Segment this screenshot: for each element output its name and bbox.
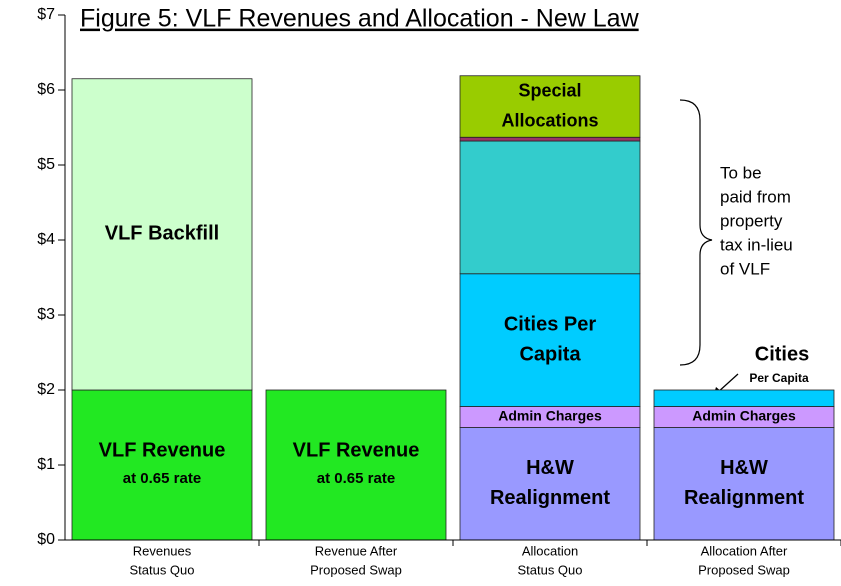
chart-title: Figure 5: VLF Revenues and Allocation - … [80,5,640,33]
y-tick-label: $7 [37,6,55,23]
annotation: property [720,211,783,230]
segment-label: Realignment [684,487,804,509]
brace [679,99,713,366]
x-tick-label: Status Quo [517,562,582,577]
segment-label: at 0.65 rate [123,470,201,487]
y-tick-label: $0 [37,531,55,548]
x-tick-label: Allocation [522,543,578,558]
x-tick-label: Status Quo [129,562,194,577]
y-tick-label: $3 [37,306,55,323]
bar-segment [653,389,835,407]
annotation: Per Capita [749,371,809,385]
segment-label: Special [518,80,581,100]
segment-label: Cities Per [504,313,596,335]
y-tick-label: $1 [37,456,55,473]
y-tick-label: $2 [37,381,55,398]
segment-label: Admin Charges [498,408,602,424]
segment-label: Allocations [501,110,598,130]
annotation: tax in-lieu [720,235,793,254]
annotation: To be [720,163,762,182]
x-tick-label: Proposed Swap [698,562,790,577]
segment-label: VLF Revenue [293,439,420,461]
segment-label: H&W [720,457,768,479]
bar-segment [71,78,253,391]
segment-label: Capita [519,343,581,365]
y-tick-label: $4 [37,231,55,248]
bar-segment [459,273,641,407]
segment-label: VLF Backfill [105,223,219,245]
bar-segment [459,427,641,541]
segment-label: VLF Revenue [99,439,226,461]
annotation: paid from [720,187,791,206]
x-tick-label: Revenue After [315,543,398,558]
bar-segment [459,75,641,138]
segment-label: H&W [526,457,574,479]
y-tick-label: $5 [37,156,55,173]
segment-label: Admin Charges [692,408,796,424]
x-tick-label: Allocation After [701,543,788,558]
bar-segment [71,389,253,541]
y-tick-label: $6 [37,81,55,98]
bar-segment [459,136,641,142]
x-tick-label: Revenues [133,543,192,558]
segment-label: at 0.65 rate [317,470,395,487]
bar-segment [653,427,835,541]
annotation: of VLF [720,259,770,278]
bar-segment [265,389,447,541]
x-tick-label: Proposed Swap [310,562,402,577]
segment-label: Realignment [490,487,610,509]
bar-segment [459,140,641,275]
annotation: Cities [755,343,809,365]
